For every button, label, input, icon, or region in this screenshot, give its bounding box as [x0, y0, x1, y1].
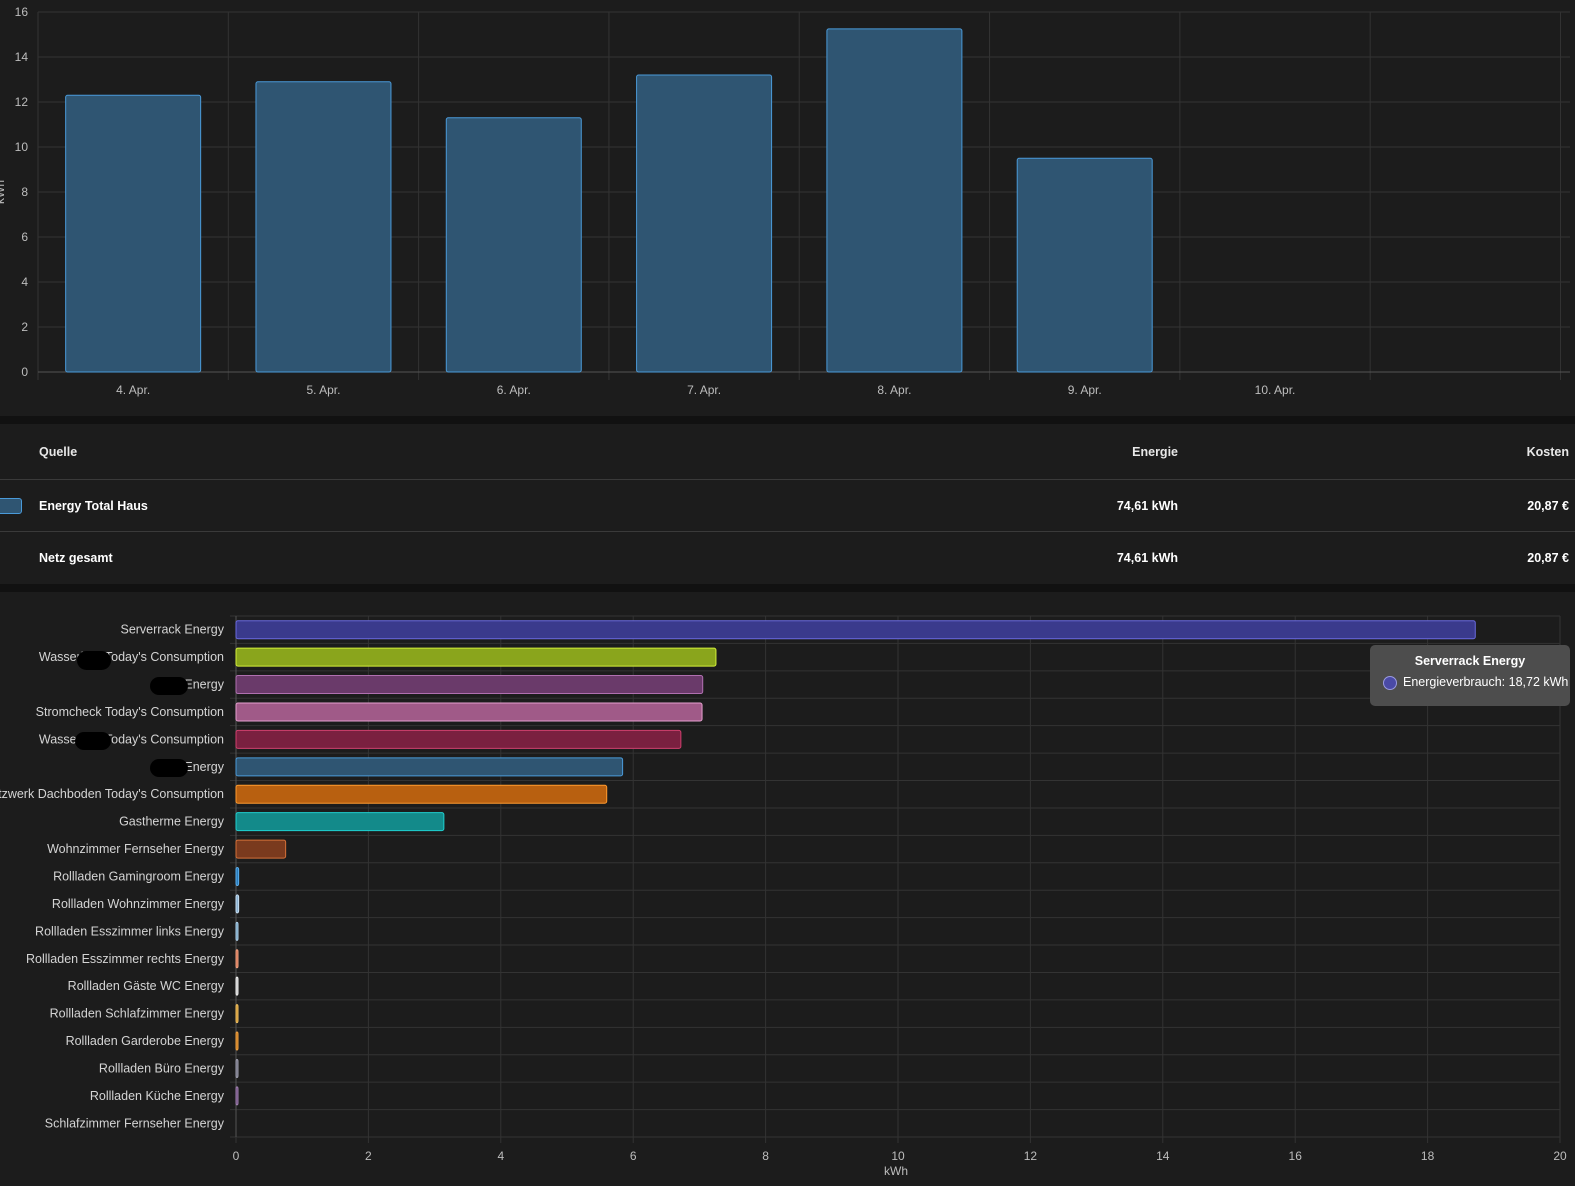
- y-axis-title: kWh: [0, 180, 7, 204]
- device-bar: [235, 839, 287, 859]
- x-tick-label: 4. Apr.: [116, 383, 150, 397]
- device-label: Rollladen Wohnzimmer Energy: [52, 897, 225, 911]
- source-name: Energy Total Haus: [39, 499, 148, 513]
- header-source: Quelle: [39, 445, 78, 459]
- y-tick-label: 4: [21, 275, 28, 289]
- y-tick-label: 12: [15, 95, 29, 109]
- y-tick-label: 6: [21, 230, 28, 244]
- device-bar: [235, 784, 608, 804]
- device-bar: [235, 1086, 239, 1106]
- device-label: Rollladen Esszimmer links Energy: [35, 924, 225, 938]
- x-tick-label: 0: [233, 1149, 240, 1163]
- x-tick-label: 6. Apr.: [497, 383, 531, 397]
- x-tick-label: 4: [497, 1149, 504, 1163]
- daily-energy-card: 0 2 4 6 8 10 12 14 16 kWh 4. Apr. 5. Apr. 6. Apr. 7. …: [0, 0, 1575, 416]
- y-tick-label: 0: [21, 365, 28, 379]
- device-label: Rollladen Büro Energy: [99, 1061, 225, 1075]
- device-label: Wohnzimmer Fernseher Energy: [47, 842, 225, 856]
- y-tick-label: 8: [21, 185, 28, 199]
- tooltip-value: Energieverbrauch: 18,72 kWh: [1403, 675, 1569, 689]
- device-label: Rollladen Küche Energy: [90, 1089, 225, 1103]
- x-tick-label: 2: [365, 1149, 372, 1163]
- x-tick-label: 6: [630, 1149, 637, 1163]
- redaction-mask: [150, 759, 188, 777]
- total-energy: 74,61 kWh: [1116, 551, 1178, 565]
- x-tick-label: 16: [1289, 1149, 1303, 1163]
- total-name: Netz gesamt: [39, 551, 113, 565]
- x-tick-label: 10: [891, 1149, 905, 1163]
- table-divider: [0, 479, 1575, 480]
- x-tick-label: 10. Apr.: [1255, 383, 1296, 397]
- daily-bar: [445, 117, 582, 373]
- device-label: Schlafzimmer Fernseher Energy: [45, 1116, 225, 1130]
- device-label: Rollladen Gäste WC Energy: [68, 979, 225, 993]
- tooltip-title: Serverrack Energy: [1414, 654, 1526, 668]
- header-cost: Kosten: [1526, 445, 1569, 459]
- device-bar: [235, 757, 624, 777]
- device-energy-chart: 0 2 4 6 8 10 12 14 16 18 20 kWh Serverrack Energy Was…: [0, 615, 1567, 1178]
- card-gap: [0, 584, 1575, 592]
- x-tick-label: 18: [1421, 1149, 1435, 1163]
- device-bar: [235, 647, 717, 667]
- x-tick-label: 14: [1156, 1149, 1170, 1163]
- device-bar: [235, 702, 703, 722]
- y-tick-label: 2: [21, 320, 28, 334]
- redaction-mask: [75, 732, 111, 750]
- x-tick-label: 12: [1024, 1149, 1038, 1163]
- device-label: Stromcheck Today's Consumption: [36, 705, 224, 719]
- device-bar: [235, 1004, 239, 1024]
- y-tick-label: 16: [15, 5, 29, 19]
- device-bar: [235, 729, 682, 749]
- redaction-mask: [150, 677, 188, 695]
- device-label: Rollladen Schlafzimmer Energy: [50, 1007, 225, 1021]
- device-bar: [235, 1031, 239, 1051]
- device-bar: [235, 812, 445, 832]
- device-label: Wasserbett Today's Consumption: [39, 650, 224, 664]
- y-tick-label: 10: [15, 140, 29, 154]
- device-bar: [235, 976, 239, 996]
- device-label: Rollladen Gamingroom Energy: [53, 870, 225, 884]
- device-bar: [235, 949, 239, 969]
- card-gap: [0, 416, 1575, 424]
- total-cost: 20,87 €: [1527, 551, 1569, 565]
- redaction-mask: [77, 651, 111, 670]
- x-tick-label: 8: [762, 1149, 769, 1163]
- device-bar: [235, 620, 1476, 640]
- x-axis-title: kWh: [884, 1164, 908, 1178]
- source-cost: 20,87 €: [1527, 499, 1569, 513]
- device-bar: [235, 921, 239, 941]
- daily-bar: [255, 81, 392, 373]
- device-label: Rollladen Garderobe Energy: [66, 1034, 225, 1048]
- x-tick-label: 5. Apr.: [306, 383, 340, 397]
- x-tick-label: 9. Apr.: [1068, 383, 1102, 397]
- device-energy-card: 0 2 4 6 8 10 12 14 16 18 20 kWh Serverrack Energy Was…: [0, 592, 1575, 1181]
- chart-tooltip: Serverrack Energy Energieverbrauch: 18,7…: [1370, 645, 1570, 706]
- device-label: Netzwerk Dachboden Today's Consumption: [0, 787, 224, 801]
- device-bar: [235, 867, 240, 886]
- y-tick-label: 14: [15, 50, 29, 64]
- device-label: Rollladen Esszimmer rechts Energy: [26, 952, 225, 966]
- source-color-swatch: [0, 498, 22, 514]
- x-tick-label: 7. Apr.: [687, 383, 721, 397]
- device-bar: [235, 894, 240, 914]
- device-bar: [235, 1058, 239, 1078]
- device-label: Wasserbett Today's Consumption: [39, 732, 224, 746]
- daily-energy-chart: 0 2 4 6 8 10 12 14 16 kWh 4. Apr. 5. Apr. 6. Apr. 7. …: [0, 5, 1570, 397]
- table-divider: [0, 531, 1575, 532]
- device-label: Gastherme Energy: [119, 815, 225, 829]
- x-tick-label: 20: [1553, 1149, 1567, 1163]
- energy-sources-card: Quelle Energie Kosten Energy Total Haus …: [0, 424, 1575, 584]
- daily-bar: [636, 74, 773, 373]
- daily-bar: [1016, 157, 1153, 373]
- header-energy: Energie: [1132, 445, 1178, 459]
- x-tick-label: 8. Apr.: [877, 383, 911, 397]
- daily-bar: [65, 94, 202, 373]
- device-label: Serverrack Energy: [120, 623, 224, 637]
- tooltip-series-dot: [1383, 676, 1397, 690]
- daily-bar: [826, 28, 963, 373]
- source-energy: 74,61 kWh: [1116, 499, 1178, 513]
- device-bar: [235, 675, 704, 695]
